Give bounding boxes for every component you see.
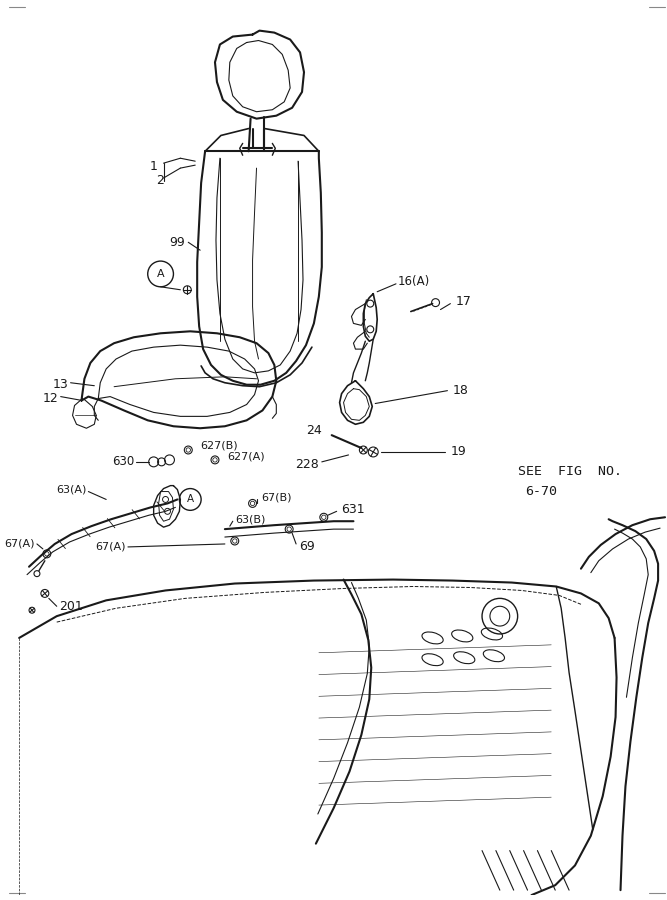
Text: SEE  FIG  NO.: SEE FIG NO. [518, 465, 622, 478]
Text: 631: 631 [342, 503, 366, 516]
Text: 17: 17 [456, 295, 471, 308]
Text: 627(A): 627(A) [227, 452, 265, 462]
Text: 67(A): 67(A) [5, 539, 35, 549]
Text: 228: 228 [295, 458, 319, 472]
Text: 6-70: 6-70 [526, 485, 558, 498]
Text: 2: 2 [155, 175, 163, 187]
Text: A: A [187, 494, 194, 505]
Text: 201: 201 [59, 599, 83, 613]
Text: 16(A): 16(A) [398, 275, 430, 288]
Text: 627(B): 627(B) [200, 440, 237, 450]
Text: 13: 13 [53, 378, 69, 392]
Text: 63(A): 63(A) [56, 484, 87, 495]
Text: 18: 18 [452, 384, 468, 397]
Text: 1: 1 [149, 159, 157, 173]
Text: 63(B): 63(B) [235, 514, 265, 524]
Text: 19: 19 [450, 446, 466, 458]
Text: 630: 630 [111, 455, 134, 468]
Text: 99: 99 [169, 236, 185, 248]
Text: 67(B): 67(B) [261, 492, 292, 502]
Text: 24: 24 [306, 424, 321, 436]
Text: A: A [157, 269, 164, 279]
Text: 69: 69 [299, 540, 315, 554]
Text: 12: 12 [43, 392, 59, 405]
Text: 67(A): 67(A) [95, 542, 126, 552]
